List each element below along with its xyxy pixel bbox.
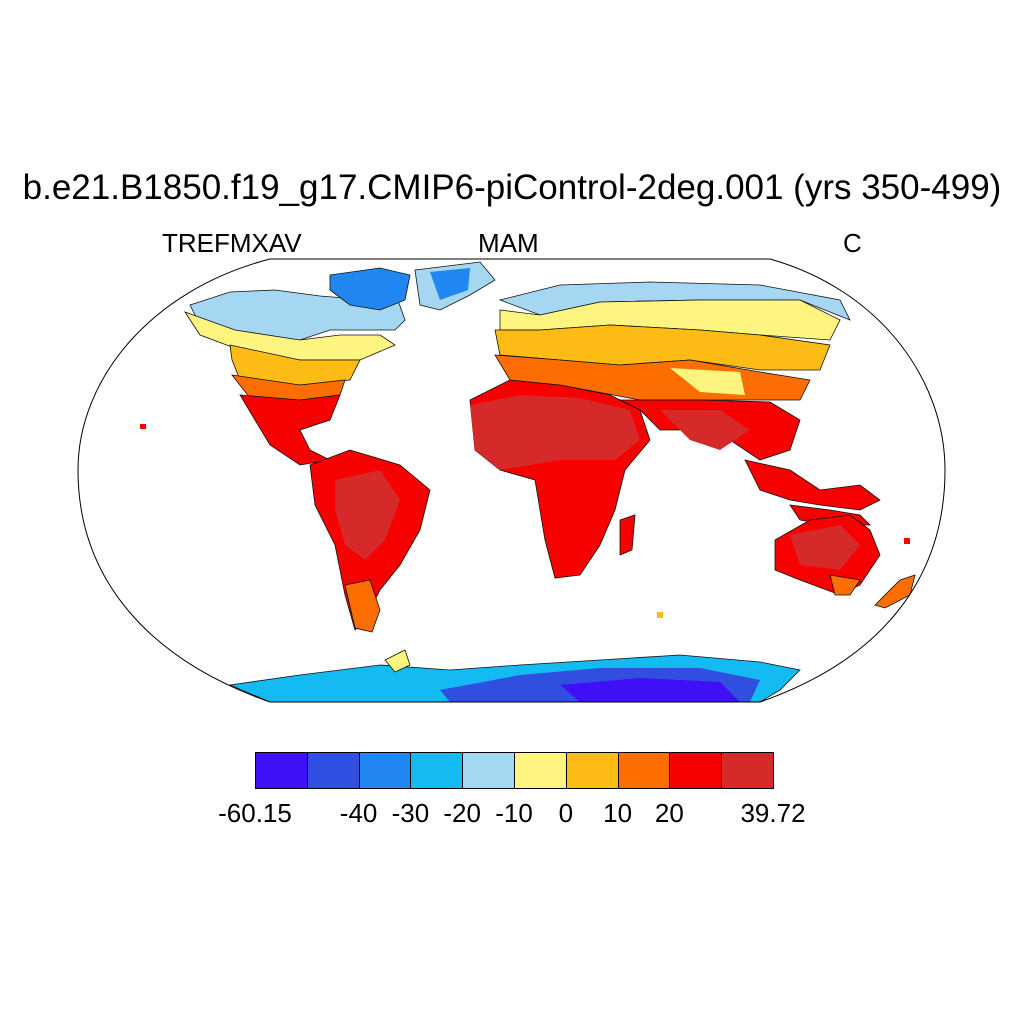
antarctica-region bbox=[228, 649, 801, 702]
north-america-region bbox=[184, 267, 411, 466]
madagascar-island bbox=[624, 520, 632, 550]
africa-region bbox=[469, 379, 651, 579]
colorbar-swatch bbox=[462, 752, 515, 789]
colorbar-label: -10 bbox=[495, 798, 533, 828]
colorbar-swatch bbox=[565, 752, 619, 789]
colorbar-swatch bbox=[410, 752, 464, 789]
hawaii-island bbox=[140, 424, 146, 429]
colorbar-swatch bbox=[514, 752, 567, 789]
eurasia-region bbox=[494, 281, 851, 461]
colorbar-swatch bbox=[669, 752, 723, 789]
colorbar-swatch bbox=[255, 752, 308, 789]
plot-title: b.e21.B1850.f19_g17.CMIP6-piControl-2deg… bbox=[22, 168, 1002, 207]
colorbar-label: 20 bbox=[654, 798, 684, 828]
colorbar-swatch bbox=[358, 752, 412, 789]
units-label: C bbox=[843, 228, 862, 258]
australia-region bbox=[774, 514, 881, 596]
kerguelen-island bbox=[657, 612, 663, 618]
map-outline bbox=[77, 258, 946, 703]
variable-label: TREFMXAV bbox=[162, 228, 302, 258]
colorbar-label: 39.72 bbox=[740, 798, 806, 828]
season-label: MAM bbox=[478, 228, 539, 258]
fiji-island bbox=[904, 538, 910, 544]
colorbar-label: -30 bbox=[391, 798, 430, 828]
colorbar-label: -60.15 bbox=[218, 798, 292, 828]
colorbar-swatch bbox=[617, 752, 671, 789]
colorbar-label: 0 bbox=[558, 798, 574, 828]
colorbar-label: -20 bbox=[443, 798, 481, 828]
new-zealand-region bbox=[874, 574, 916, 609]
maritime-asia-region bbox=[744, 459, 881, 526]
colorbar-swatch bbox=[721, 752, 774, 789]
south-america-region bbox=[309, 449, 431, 633]
colorbar-label: -40 bbox=[339, 798, 378, 828]
colorbar-label: 10 bbox=[603, 798, 633, 828]
colorbar-swatch bbox=[306, 752, 360, 789]
